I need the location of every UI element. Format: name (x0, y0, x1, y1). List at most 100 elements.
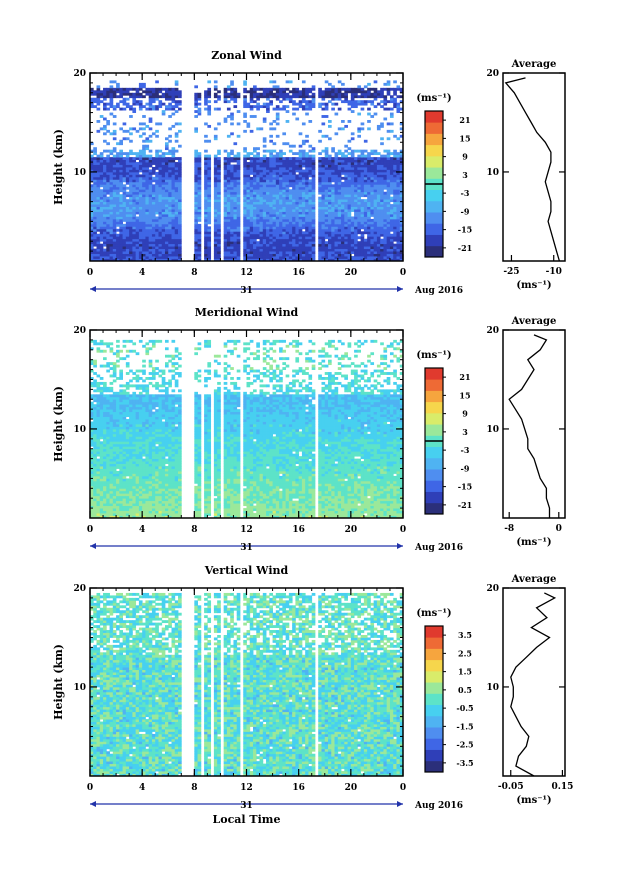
heatmap-cell (125, 157, 130, 160)
heatmap-cell (236, 181, 241, 185)
heatmap-cell (262, 204, 267, 207)
heatmap-cell (233, 241, 238, 245)
heatmap-cell (213, 181, 218, 185)
heatmap-cell (269, 251, 273, 254)
heatmap-cell (119, 162, 123, 165)
heatmap-cell (99, 246, 104, 250)
heatmap-cell (109, 238, 114, 242)
heatmap-cell (145, 139, 150, 143)
heatmap-cell (164, 216, 169, 220)
heatmap-cell (148, 139, 153, 143)
heatmap-cell (103, 241, 107, 245)
heatmap-cell (363, 241, 368, 245)
heatmap-cell (194, 149, 198, 153)
heatmap-cell (145, 246, 150, 250)
heatmap-cell (298, 204, 303, 207)
heatmap-cell (370, 246, 375, 250)
heatmap-cell (347, 218, 352, 222)
heatmap-cell (331, 107, 335, 111)
heatmap-cell (103, 473, 107, 477)
heatmap-cell (249, 216, 254, 220)
heatmap-cell (99, 209, 104, 212)
heatmap-cell (90, 159, 94, 163)
heatmap-cell (386, 87, 391, 91)
heatmap-cell (174, 228, 179, 232)
heatmap-cell (253, 115, 257, 118)
heatmap-cell (262, 90, 267, 94)
heatmap-cell (116, 159, 120, 163)
heatmap-cell (194, 258, 198, 262)
heatmap-cell (360, 107, 365, 111)
heatmap-cell (119, 139, 123, 143)
heatmap-cell (328, 211, 332, 215)
heatmap-cell (383, 186, 388, 190)
heatmap-cell (311, 226, 316, 230)
heatmap-cell (122, 233, 127, 237)
heatmap-cell (282, 204, 287, 207)
heatmap-cell (90, 248, 94, 252)
heatmap-cell (399, 95, 404, 99)
heatmap-cell (161, 243, 166, 247)
heatmap-cell (96, 394, 101, 398)
heatmap-cell (301, 152, 306, 156)
heatmap-cell (370, 209, 375, 212)
heatmap-cell (217, 157, 221, 160)
heatmap-cell (178, 162, 182, 165)
heatmap-cell (148, 248, 153, 252)
heatmap-cell (275, 122, 280, 126)
heatmap-cell (380, 95, 384, 99)
heatmap-cell (194, 204, 198, 207)
heatmap-cell (331, 211, 335, 215)
heatmap-cell (373, 221, 378, 225)
heatmap-cell (318, 209, 322, 212)
heatmap-cell (164, 231, 169, 235)
heatmap-cell (399, 159, 404, 163)
heatmap-cell (292, 162, 296, 165)
heatmap-cell (112, 92, 117, 96)
heatmap-cell (171, 184, 176, 188)
heatmap-cell (171, 214, 176, 217)
heatmap-cell (282, 194, 287, 198)
heatmap-cell (116, 204, 120, 207)
heatmap-cell (386, 122, 391, 126)
heatmap-cell (207, 164, 212, 168)
heatmap-cell (155, 246, 159, 250)
heatmap-cell (207, 218, 212, 222)
heatmap-cell (125, 194, 130, 198)
heatmap-cell (308, 120, 313, 123)
heatmap-cell (96, 176, 101, 180)
heatmap-cell (116, 256, 120, 259)
heatmap-cell (135, 171, 140, 175)
heatmap-cell (399, 206, 404, 210)
heatmap-cell (357, 179, 362, 183)
heatmap-cell (171, 154, 176, 158)
heatmap-cell (383, 226, 388, 230)
heatmap-cell (158, 206, 163, 210)
heatmap-cell (367, 196, 371, 200)
heatmap-cell (386, 243, 391, 247)
heatmap-cell (106, 169, 110, 173)
heatmap-cell (151, 216, 156, 220)
heatmap-cell (354, 228, 358, 232)
heatmap-cell (305, 243, 309, 247)
heatmap-cell (298, 256, 303, 259)
heatmap-cell (301, 233, 306, 237)
heatmap-cell (337, 243, 342, 247)
heatmap-cell (357, 129, 362, 133)
heatmap-cell (266, 214, 270, 217)
heatmap-cell (334, 167, 339, 170)
heatmap-cell (178, 159, 182, 163)
heatmap-cell (93, 372, 97, 375)
heatmap-cell (389, 241, 394, 245)
heatmap-cell (373, 199, 378, 203)
heatmap-cell (90, 475, 94, 479)
heatmap-cell (135, 209, 140, 212)
heatmap-cell (396, 211, 401, 215)
heatmap-cell (337, 231, 342, 235)
heatmap-cell (161, 171, 166, 175)
heatmap-cell (99, 159, 104, 163)
heatmap-cell (93, 436, 97, 440)
heatmap-cell (226, 181, 231, 185)
heatmap-cell (360, 162, 365, 165)
heatmap-cell (295, 181, 300, 185)
